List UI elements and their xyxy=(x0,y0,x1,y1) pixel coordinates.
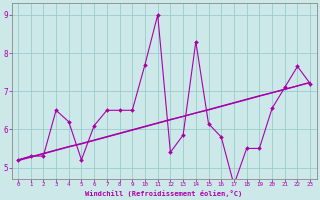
X-axis label: Windchill (Refroidissement éolien,°C): Windchill (Refroidissement éolien,°C) xyxy=(85,190,243,197)
